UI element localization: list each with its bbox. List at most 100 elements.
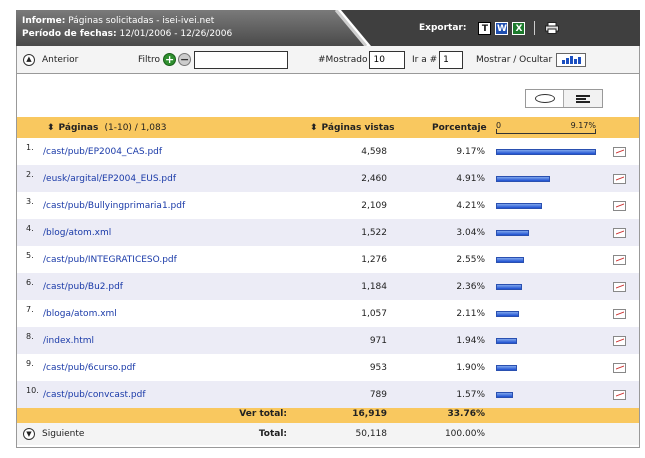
percent-bar (496, 175, 550, 182)
trend-chart-icon[interactable] (613, 146, 626, 157)
next-label: Siguiente (42, 429, 85, 439)
total-views: 50,118 (355, 429, 388, 439)
remove-filter-icon[interactable]: − (178, 53, 192, 66)
trend-chart-icon[interactable] (613, 227, 626, 238)
table-row: 1. /cast/pub/EP2004_CAS.pdf 4,598 9.17% (17, 138, 639, 165)
pages-table: ⬍ Páginas (1-10) / 1,083 ⬍ Páginas vistas … (17, 117, 639, 445)
bar-chart-toggle-icon[interactable] (556, 52, 587, 67)
pie-view-icon (534, 94, 555, 103)
page-link[interactable]: /cast/pub/Bu2.pdf (43, 281, 123, 292)
page-link[interactable]: /eusk/argital/EP2004_EUS.pdf (43, 173, 177, 184)
previous-button[interactable]: ▲ Anterior (23, 46, 78, 73)
percent-bar (496, 283, 522, 290)
sort-icon: ⬍ (310, 122, 318, 133)
page-views: 789 (369, 389, 387, 400)
shown-group: #Mostrado (318, 46, 406, 73)
trend-chart-icon[interactable] (613, 308, 626, 319)
page-link[interactable]: /blog/atom.xml (43, 227, 112, 238)
trend-chart-icon[interactable] (613, 173, 626, 184)
filter-group: Filtro + − (138, 46, 289, 73)
page-link[interactable]: /index.html (43, 335, 95, 346)
shown-count-input[interactable] (369, 50, 406, 69)
row-number: 2. (26, 170, 34, 179)
row-number: 7. (26, 305, 34, 314)
goto-input[interactable] (439, 50, 464, 69)
toggle-label: Mostrar / Ocultar (476, 54, 553, 65)
excel-export-icon[interactable]: X (512, 21, 526, 35)
page-views: 1,057 (361, 308, 387, 319)
export-group: Exportar: T W X (419, 21, 560, 35)
table-body: 1. /cast/pub/EP2004_CAS.pdf 4,598 9.17% 2. /e… (17, 138, 639, 408)
trend-chart-icon[interactable] (613, 389, 626, 400)
period-label: Período de fechas: (22, 29, 117, 39)
page-link[interactable]: /cast/pub/convcast.pdf (43, 389, 146, 400)
scale-max: 9.17% (570, 121, 596, 130)
row-number: 8. (26, 332, 34, 341)
sort-icon: ⬍ (47, 122, 55, 133)
table-row: 3. /cast/pub/Bullyingprimaria1.pdf 2,109 4.… (17, 192, 639, 219)
percent-column-header: Porcentaje (432, 122, 487, 133)
page-link[interactable]: /cast/pub/Bullyingprimaria1.pdf (43, 200, 186, 211)
table-row: 7. /bloga/atom.xml 1,057 2.11% (17, 300, 639, 327)
page-link[interactable]: /bloga/atom.xml (43, 308, 117, 319)
trend-chart-icon[interactable] (613, 335, 626, 346)
chevron-down-icon: ▼ (23, 428, 35, 440)
page-percent: 1.94% (456, 335, 485, 346)
text-export-icon[interactable]: T (478, 21, 492, 35)
subtotal-views: 16,919 (352, 409, 387, 419)
report-panel: ⬍ Páginas (1-10) / 1,083 ⬍ Páginas vistas … (16, 74, 640, 448)
report-info: Informe: Páginas solicitadas - isei-ivei… (22, 15, 232, 41)
subtotal-label: Ver total: (239, 409, 287, 419)
percent-bar (496, 337, 517, 344)
page-percent: 9.17% (456, 146, 485, 157)
toggle-group: Mostrar / Ocultar (476, 46, 587, 73)
page-views: 1,276 (361, 254, 387, 265)
table-view-button[interactable] (564, 90, 602, 107)
next-button[interactable]: ▼ Siguiente (23, 428, 84, 440)
percent-scale: 0 9.17% (496, 121, 596, 135)
trend-chart-icon[interactable] (613, 281, 626, 292)
export-label: Exportar: (419, 23, 467, 33)
page-link[interactable]: /cast/pub/EP2004_CAS.pdf (43, 146, 163, 157)
report-title: Páginas solicitadas - isei-ivei.net (68, 16, 215, 26)
table-row: 2. /eusk/argital/EP2004_EUS.pdf 2,460 4.91% (17, 165, 639, 192)
row-number: 1. (26, 143, 34, 152)
print-icon[interactable] (545, 22, 560, 34)
scale-min: 0 (496, 121, 502, 130)
word-export-icon[interactable]: W (495, 21, 509, 35)
total-percent: 100.00% (444, 429, 485, 439)
total-label: Total: (258, 429, 287, 439)
row-number: 10. (26, 386, 39, 395)
report-frame: Informe: Páginas solicitadas - isei-ivei… (16, 10, 640, 448)
page-views: 1,522 (361, 227, 387, 238)
report-header: Informe: Páginas solicitadas - isei-ivei… (16, 10, 640, 46)
pie-view-button[interactable] (526, 90, 564, 107)
table-header: ⬍ Páginas (1-10) / 1,083 ⬍ Páginas vistas … (17, 117, 639, 138)
page-link[interactable]: /cast/pub/INTEGRATICESO.pdf (43, 254, 177, 265)
report-label: Informe: (22, 16, 66, 26)
filter-input[interactable] (194, 50, 289, 69)
trend-chart-icon[interactable] (613, 254, 626, 265)
trend-chart-icon[interactable] (613, 362, 626, 373)
percent-bar (496, 229, 529, 236)
shown-label: #Mostrado (318, 54, 368, 65)
table-row: 5. /cast/pub/INTEGRATICESO.pdf 1,276 2.55% (17, 246, 639, 273)
page-percent: 1.57% (456, 389, 485, 400)
page-link[interactable]: /cast/pub/6curso.pdf (43, 362, 136, 373)
pages-range: (1-10) / 1,083 (104, 122, 167, 133)
trend-chart-icon[interactable] (613, 200, 626, 211)
report-toolbar: ▲ Anterior Filtro + − #Mostrado Ir a # M… (16, 46, 640, 74)
add-filter-icon[interactable]: + (163, 53, 177, 66)
pages-column-header[interactable]: ⬍ Páginas (1-10) / 1,083 (47, 122, 167, 133)
page-views: 2,109 (361, 200, 387, 211)
total-row: ▼ Siguiente Total: 50,118 100.00% (17, 423, 639, 445)
percent-bar (496, 364, 517, 371)
page-views: 2,460 (361, 173, 387, 184)
goto-group: Ir a # (412, 46, 464, 73)
views-column-header[interactable]: ⬍ Páginas vistas (310, 122, 395, 133)
page-percent: 2.11% (456, 308, 485, 319)
previous-label: Anterior (42, 54, 79, 65)
subtotal-row: Ver total: 16,919 33.76% (17, 408, 639, 423)
table-row: 6. /cast/pub/Bu2.pdf 1,184 2.36% (17, 273, 639, 300)
page-percent: 2.36% (456, 281, 485, 292)
